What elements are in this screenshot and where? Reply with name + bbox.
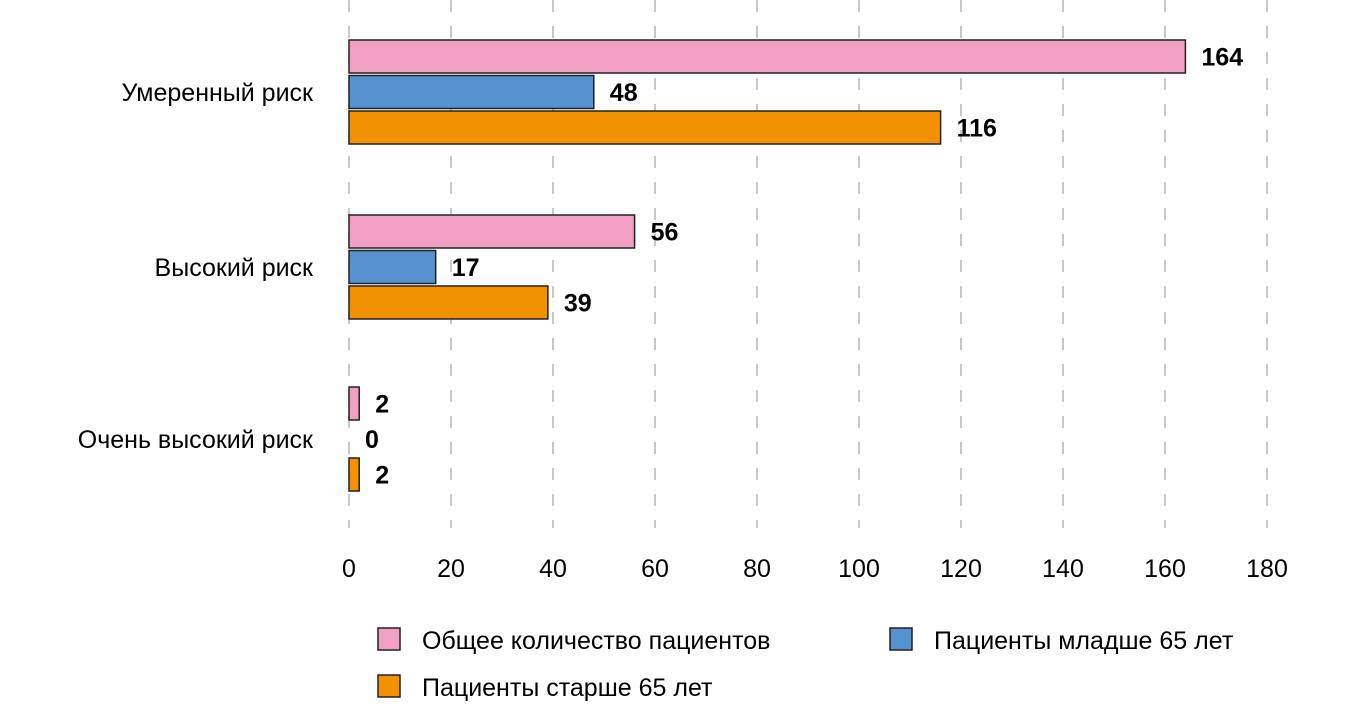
data-label: 56: [651, 219, 679, 247]
bar: [348, 214, 636, 249]
legend-label: Пациенты старше 65 лет: [422, 674, 713, 702]
bar: [348, 386, 360, 421]
data-label: 17: [452, 254, 480, 282]
x-tick-label: 100: [838, 555, 880, 583]
legend-label: Общее количество пациентов: [422, 627, 770, 655]
bar: [348, 285, 549, 320]
x-tick-label: 20: [437, 555, 465, 583]
category-label: Очень высокий риск: [78, 426, 314, 454]
x-tick-label: 140: [1042, 555, 1084, 583]
legend-label: Пациенты младше 65 лет: [934, 627, 1234, 655]
x-tick-label: 160: [1144, 555, 1186, 583]
legend-swatch: [889, 627, 913, 651]
bar: [348, 457, 360, 492]
bar: [348, 249, 437, 285]
category-label: Умеренный риск: [122, 79, 315, 107]
legend-swatch: [377, 674, 401, 698]
x-tick-label: 180: [1246, 555, 1288, 583]
data-label: 164: [1201, 44, 1243, 72]
legend-swatch: [377, 627, 401, 651]
x-tick-label: 40: [539, 555, 567, 583]
data-label: 0: [365, 426, 379, 454]
category-label: Высокий риск: [155, 254, 315, 282]
x-tick-label: 80: [743, 555, 771, 583]
data-label: 116: [957, 115, 997, 143]
bar: [348, 74, 595, 110]
x-tick-label: 0: [342, 555, 356, 583]
x-tick-label: 120: [940, 555, 982, 583]
data-label: 39: [564, 290, 592, 318]
bar: [348, 39, 1187, 74]
x-tick-label: 60: [641, 555, 669, 583]
data-label: 48: [610, 79, 638, 107]
data-label: 2: [375, 391, 389, 419]
data-label: 2: [375, 462, 389, 490]
bar: [348, 110, 942, 145]
